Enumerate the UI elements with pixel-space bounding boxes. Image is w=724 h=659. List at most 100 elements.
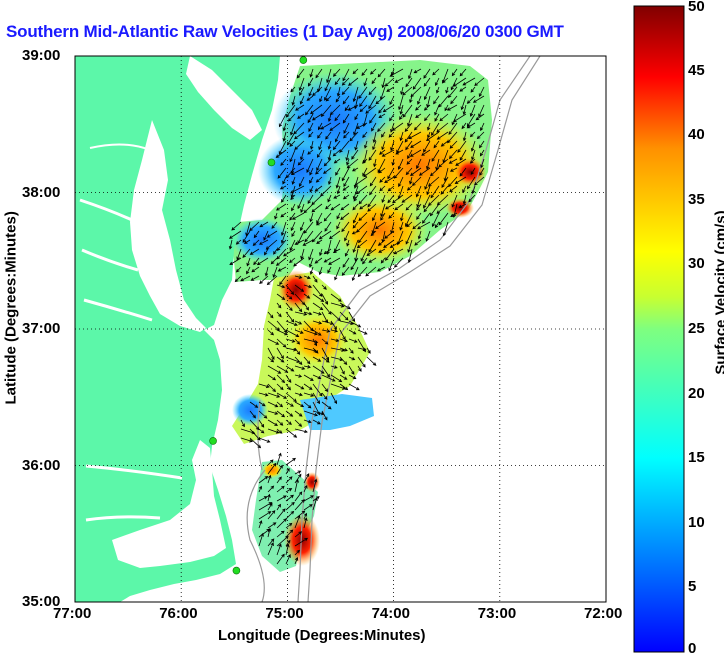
velocity-vector (285, 428, 298, 438)
velocity-vector (294, 131, 305, 140)
velocity-vector (375, 95, 386, 105)
velocity-vector (258, 401, 266, 407)
velocity-vector (276, 535, 289, 547)
velocity-vector (311, 203, 323, 213)
velocity-vector (341, 266, 350, 276)
velocity-vector (312, 338, 317, 347)
velocity-vector (387, 194, 395, 204)
velocity-vector (294, 410, 303, 417)
velocity-vector (357, 329, 368, 335)
velocity-vector (276, 410, 286, 418)
velocity-vector (480, 122, 485, 132)
velocity-vector (240, 428, 256, 435)
velocity-vector (398, 95, 404, 111)
velocity-vector (328, 230, 341, 240)
velocity-vector (303, 302, 309, 311)
velocity-vector (303, 365, 311, 369)
velocity-vector (276, 485, 285, 493)
velocity-vector (294, 275, 303, 279)
velocity-vector (299, 95, 305, 105)
velocity-vector (330, 374, 343, 383)
velocity-vector (451, 68, 458, 77)
velocity-vector (370, 230, 377, 237)
velocity-vector (366, 356, 377, 366)
velocity-vector (318, 230, 332, 240)
velocity-vector (442, 221, 449, 237)
velocity-vector (352, 212, 359, 224)
velocity-vector (466, 113, 476, 127)
velocity-vector (285, 522, 293, 529)
velocity-vector (294, 419, 303, 427)
velocity-vector (294, 239, 305, 245)
velocity-vector (423, 104, 431, 111)
velocity-vector (363, 140, 368, 149)
colorbar-tick-label: 20 (688, 384, 705, 402)
velocity-vector (276, 329, 288, 336)
velocity-vector (315, 167, 323, 175)
velocity-vector (366, 248, 377, 256)
velocity-vector (267, 338, 280, 345)
radar-station-marker (267, 158, 276, 167)
velocity-vector (312, 392, 321, 405)
velocity-vector (279, 185, 287, 190)
velocity-vector (342, 185, 350, 191)
velocity-vector (344, 104, 350, 112)
velocity-vector (384, 77, 395, 87)
velocity-vector (375, 221, 386, 230)
velocity-vector (258, 476, 269, 484)
velocity-vector (291, 176, 296, 185)
velocity-vector (321, 329, 331, 333)
velocity-vector (259, 275, 269, 284)
velocity-vector (267, 410, 279, 415)
velocity-vector (290, 86, 296, 93)
velocity-vector (308, 131, 314, 138)
velocity-vector (303, 495, 314, 502)
velocity-vector (258, 428, 265, 434)
velocity-vector (358, 212, 368, 221)
velocity-vector (312, 497, 318, 511)
velocity-vector (276, 374, 286, 384)
velocity-vector (429, 203, 440, 217)
velocity-vector (334, 77, 341, 86)
velocity-vector (390, 140, 395, 152)
velocity-vector (335, 176, 341, 189)
velocity-vector (289, 149, 296, 163)
velocity-vector (332, 248, 341, 253)
velocity-vector (358, 194, 368, 205)
velocity-vector (423, 77, 431, 87)
velocity-vector (308, 86, 314, 97)
velocity-vector (321, 347, 329, 361)
velocity-vector (336, 212, 341, 220)
velocity-vector (347, 104, 359, 111)
velocity-vector (270, 257, 278, 265)
velocity-vector (307, 113, 314, 124)
velocity-vector (294, 140, 305, 150)
velocity-vector (276, 508, 286, 520)
velocity-vector (279, 275, 287, 286)
velocity-vector (276, 543, 282, 556)
velocity-vector (234, 275, 242, 283)
velocity-vector (285, 284, 295, 295)
velocity-vector (282, 176, 287, 185)
velocity-vector (251, 266, 260, 273)
velocity-vector (383, 239, 395, 248)
velocity-vector (348, 320, 362, 328)
velocity-vector (240, 437, 253, 443)
velocity-vector (300, 248, 305, 260)
velocity-vector (299, 221, 305, 232)
velocity-vector (276, 203, 287, 211)
velocity-vector (352, 86, 359, 103)
velocity-vector (309, 257, 314, 268)
velocity-vector (323, 212, 332, 222)
velocity-vector (439, 113, 449, 122)
velocity-vector (348, 365, 355, 375)
velocity-vector (296, 68, 305, 79)
plot-frame (74, 55, 607, 603)
velocity-vector (294, 284, 305, 292)
colorbar (633, 5, 685, 653)
velocity-vector (373, 158, 377, 168)
velocity-vector (318, 122, 323, 131)
velocity-vector (321, 374, 336, 382)
velocity-vector (358, 86, 368, 99)
velocity-vector (310, 140, 314, 150)
